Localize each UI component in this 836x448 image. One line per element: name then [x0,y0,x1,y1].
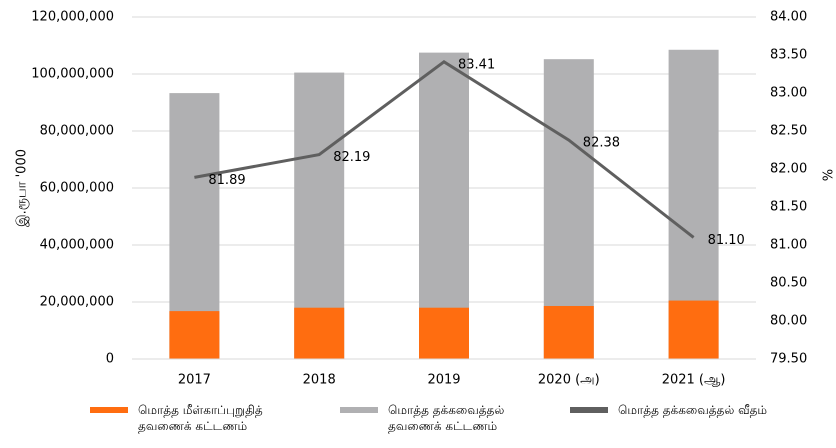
legend-swatch [340,407,378,413]
legend-label: மொத்த மீள்காப்புறுதித் தவணைக் கட்டணம் [138,403,263,433]
chart: இ.ரூபா '000 % 0 20,000,000 40,000,000 60,00… [15,10,834,388]
y2-tick-label: 82.50 [770,124,807,139]
line [194,60,695,239]
legend-item: மொத்த தக்கவைத்தல் தவணைக் கட்டணம் [340,402,558,434]
bar [668,300,719,359]
legend-item: மொத்த தக்கவைத்தல் வீதம் [570,402,788,418]
bar [543,305,594,359]
bar [419,307,469,359]
data-label: 82.19 [333,150,370,165]
data-label: 81.10 [708,233,745,248]
y-tick-label: 60,000,000 [40,181,114,196]
legend: மொத்த மீள்காப்புறுதித் தவணைக் கட்டணம் மொத… [0,402,836,448]
x-tick-label: 2018 [303,373,336,388]
y2-tick-label: 82.00 [770,162,807,177]
x-tick-label: 2019 [427,373,460,388]
y2-tick-label: 83.00 [770,86,807,101]
x-tick-label: 2021 (ஆ) [662,373,726,388]
x-tick-label: 2020 (அ) [538,373,600,388]
y-tick-label: 20,000,000 [40,295,114,310]
y2-axis-label: % [819,169,834,181]
y-axis-label: இ.ரூபா '000 [15,149,30,227]
y2-tick-label: 84.00 [770,10,807,25]
bar [294,307,345,359]
data-label: 83.41 [458,57,495,72]
y2-tick-label: 83.50 [770,48,807,63]
legend-label: மொத்த தக்கவைத்தல் வீதம் [618,403,768,417]
y-tick-label: 100,000,000 [31,67,114,82]
data-label: 82.38 [583,136,620,151]
x-tick-label: 2017 [178,373,211,388]
legend-label: மொத்த தக்கவைத்தல் தவணைக் கட்டணம் [388,403,505,433]
y2-tick-label: 81.50 [770,200,807,215]
legend-swatch [570,407,608,413]
y2-tick-label: 79.50 [770,352,807,367]
y-tick-label: 120,000,000 [31,10,114,25]
y2-tick-label: 81.00 [770,238,807,253]
y-tick-label: 40,000,000 [40,238,114,253]
bar [169,311,220,359]
y2-tick-label: 80.00 [770,314,807,329]
data-label: 81.89 [208,173,245,188]
legend-swatch [90,407,128,413]
y-tick-label: 80,000,000 [40,124,114,139]
legend-item: மொத்த மீள்காப்புறுதித் தவணைக் கட்டணம் [90,402,308,434]
y2-tick-label: 80.50 [770,276,807,291]
y-tick-label: 0 [106,352,114,367]
